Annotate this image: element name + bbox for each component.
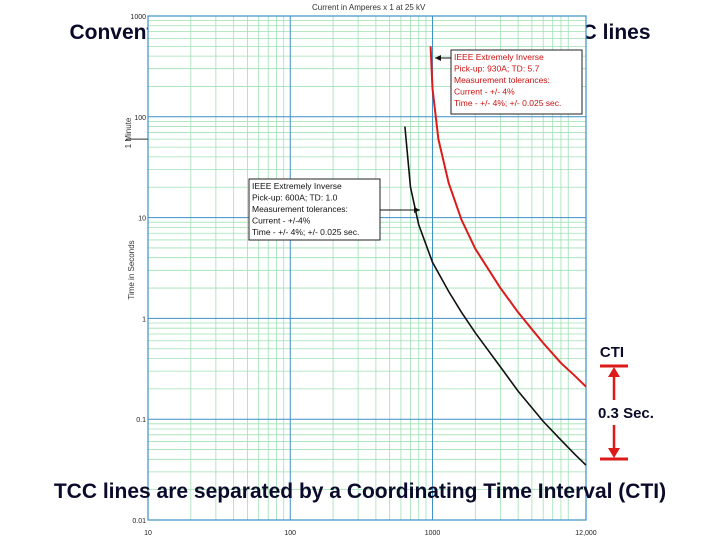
plot-border — [147, 15, 587, 521]
cti-value-label: 0.3 Sec. — [598, 405, 654, 422]
curves — [404, 46, 587, 466]
y-tick-label: 1000 — [130, 14, 146, 21]
slide-subtitle: TCC lines are separated by a Coordinatin… — [53, 480, 667, 503]
annotation-line: Time - +/- 4%; +/- 0.025 sec. — [454, 98, 561, 108]
annotation-line: Measurement tolerances: — [454, 75, 550, 85]
annotation-frame — [450, 49, 583, 115]
annotation-line: Current - +/-4% — [252, 216, 311, 226]
cti-bracket: CTI 0.3 Sec. — [598, 344, 654, 461]
y-tick-label: 0.1 — [136, 417, 146, 424]
x-tick-label: 12,000 — [575, 530, 597, 537]
tick-labels: 10 100 1000 12,000 0.01 0.1 1 10 100 1000 Time in … — [124, 14, 597, 537]
annotation-line: IEEE Extremely Inverse — [252, 181, 342, 191]
annotation-line: Measurement tolerances: — [252, 204, 348, 214]
y-tick-label: 1 — [142, 316, 146, 323]
x-tick-label: 10 — [144, 530, 152, 537]
x-tick-label: 100 — [284, 530, 296, 537]
y-tick-label: 0.01 — [132, 518, 146, 525]
annotation-box-1: IEEE Extremely Inverse Pick-up: 930A; TD:… — [435, 49, 583, 115]
one-minute-label: 1 Minute — [124, 117, 133, 148]
y-tick-label: 100 — [134, 115, 146, 122]
annotation-line: Current - +/- 4% — [454, 87, 515, 97]
annotation-line: Pick-up: 600A; TD: 1.0 — [252, 193, 338, 203]
x-axis-title: Current in Amperes x 1 at 25 kV — [312, 3, 426, 12]
annotation-line: IEEE Extremely Inverse — [454, 52, 544, 62]
annotations: IEEE Extremely Inverse Pick-up: 930A; TD:… — [248, 49, 654, 461]
cti-label: CTI — [600, 344, 624, 361]
x-tick-label: 1000 — [425, 530, 441, 537]
annotation-box-2: IEEE Extremely Inverse Pick-up: 600A; TD:… — [248, 178, 420, 241]
annotation-line: Pick-up: 930A; TD: 5.7 — [454, 64, 540, 74]
cti-arrowhead-up — [608, 367, 620, 377]
y-tick-label: 10 — [138, 216, 146, 223]
annotation-line: Time - +/- 4%; +/- 0.025 sec. — [252, 227, 359, 237]
y-axis-title: Time in Seconds — [127, 240, 136, 299]
cti-arrowhead-down — [608, 448, 620, 458]
series-1-curve — [429, 46, 587, 388]
annotation-arrowhead — [435, 55, 441, 61]
annotation-arrowhead — [414, 207, 420, 213]
series-2-curve — [404, 126, 587, 466]
